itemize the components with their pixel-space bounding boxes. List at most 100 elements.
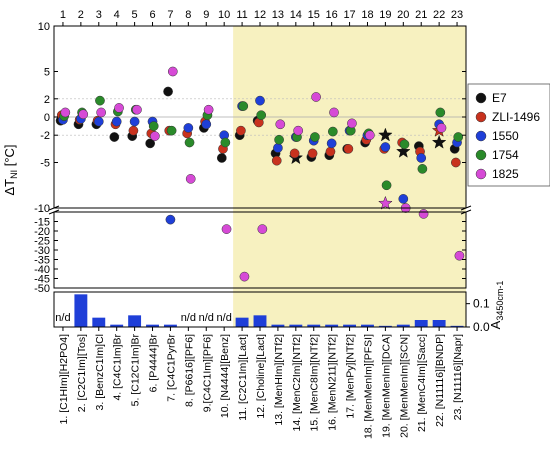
y-tick-label: -45	[34, 274, 50, 286]
axis-break-mark	[460, 209, 472, 215]
data-point	[95, 95, 105, 106]
data-point	[271, 155, 282, 166]
absorbance-bar	[343, 324, 357, 327]
star-marker	[431, 134, 447, 149]
data-point	[220, 137, 231, 148]
data-point	[418, 209, 429, 219]
top-tick-label: 18	[361, 9, 373, 21]
absorbance-bar	[271, 324, 285, 327]
top-tick-label: 20	[397, 9, 409, 21]
x-category-label: 20. [MenMenIm][SCN]	[398, 334, 410, 438]
data-point	[289, 148, 300, 159]
y2-tick-label: 0.1	[473, 297, 490, 311]
data-point	[185, 174, 196, 184]
y-tick-label: -15	[34, 217, 50, 229]
data-point	[347, 118, 357, 129]
data-point	[239, 271, 250, 282]
top-tick-label: 8	[185, 9, 191, 21]
data-point	[128, 125, 139, 136]
x-category-label: 19. [MenMenIm][DCA]	[380, 334, 392, 438]
data-point	[93, 116, 104, 127]
legend-marker	[475, 149, 487, 161]
top-tick-label: 5	[132, 9, 138, 21]
data-point	[273, 143, 283, 153]
x-category-label: 14. [MenC2Im][NTf2]	[291, 334, 303, 432]
top-tick-label: 21	[415, 9, 427, 21]
top-tick-label: 12	[254, 9, 266, 21]
top-tick-label: 13	[272, 9, 284, 21]
data-point	[311, 92, 321, 102]
data-point	[129, 116, 140, 127]
data-point	[416, 153, 427, 163]
top-tick-label: 14	[290, 9, 302, 21]
x-category-label: 16. [MenN211][NTf2]	[327, 334, 339, 431]
top-tick-label: 3	[96, 9, 102, 21]
not-determined-label: n/d	[199, 312, 214, 324]
absorbance-bar	[74, 294, 88, 327]
legend-label: 1754	[492, 148, 519, 162]
x-category-label: 1. [C1HIm][H2PO4]	[58, 334, 70, 425]
data-point	[255, 95, 265, 106]
data-point	[145, 138, 156, 149]
absorbance-bars: n/d n/d n/d n/d	[55, 294, 464, 327]
top-tick-label: 17	[343, 9, 355, 21]
x-category-label: 22. [N11116][BNDP]	[434, 334, 446, 427]
data-point	[293, 125, 304, 136]
top-tick-label: 4	[114, 9, 120, 21]
y-tick-label: 0	[44, 112, 50, 124]
top-tick-label: 6	[149, 9, 155, 21]
data-point	[183, 123, 194, 133]
data-point	[451, 157, 461, 168]
y-tick-label: -25	[34, 236, 50, 248]
data-point	[167, 66, 178, 77]
x-category-label: 23. [N11116][Napr]	[452, 334, 464, 420]
data-point	[184, 137, 195, 148]
data-point	[238, 101, 249, 111]
legend-label: 1825	[492, 167, 519, 181]
legend: E7 ZLI-1496 1550 1754 1825	[467, 83, 550, 187]
absorbance-bar	[92, 317, 106, 327]
not-determined-label: n/d	[55, 312, 70, 324]
data-point	[256, 110, 267, 121]
top-tick-label: 2	[78, 9, 84, 21]
x-category-label: 13. [MenHIm][NTf2]	[273, 334, 285, 426]
legend-label: ZLI-1496	[492, 110, 540, 124]
data-point	[78, 109, 89, 120]
y-axis-label: ΔTNI [°C]	[2, 144, 19, 195]
data-point	[165, 214, 176, 225]
star-marker	[396, 144, 411, 158]
data-point	[150, 131, 160, 141]
top-tick-label: 16	[326, 9, 338, 21]
data-point	[163, 86, 173, 97]
data-point	[399, 139, 410, 150]
data-points	[55, 66, 465, 282]
data-point	[398, 194, 409, 204]
data-point	[109, 132, 120, 142]
star-marker	[378, 127, 393, 142]
legend-marker	[475, 92, 487, 104]
data-point	[236, 125, 246, 136]
data-point	[453, 132, 464, 142]
y-tick-label: 2	[44, 94, 50, 106]
data-point	[275, 119, 286, 130]
x-category-label: 6. [P4444]Br	[148, 334, 160, 393]
y2-axis-label: A3450cm-1	[488, 281, 505, 330]
star-marker	[378, 195, 393, 210]
y-tick-label: 10	[38, 21, 50, 33]
data-point	[60, 107, 71, 118]
data-point	[380, 142, 391, 152]
x-category-label: 18. [MenMenIm][PFSI]	[362, 334, 374, 439]
axis-break-mark	[48, 209, 60, 215]
data-point	[114, 103, 124, 113]
absorbance-bar	[432, 320, 446, 327]
data-point	[436, 123, 447, 133]
data-point	[364, 130, 375, 141]
absorbance-bar	[289, 324, 303, 327]
top-tick-label: 10	[218, 9, 230, 21]
x-category-label: 2. [C2C1Im][Tos]	[76, 334, 88, 412]
y2-tick-label: 0.0	[473, 320, 490, 334]
data-point	[435, 107, 446, 118]
data-point	[201, 119, 212, 130]
data-point	[325, 146, 336, 157]
